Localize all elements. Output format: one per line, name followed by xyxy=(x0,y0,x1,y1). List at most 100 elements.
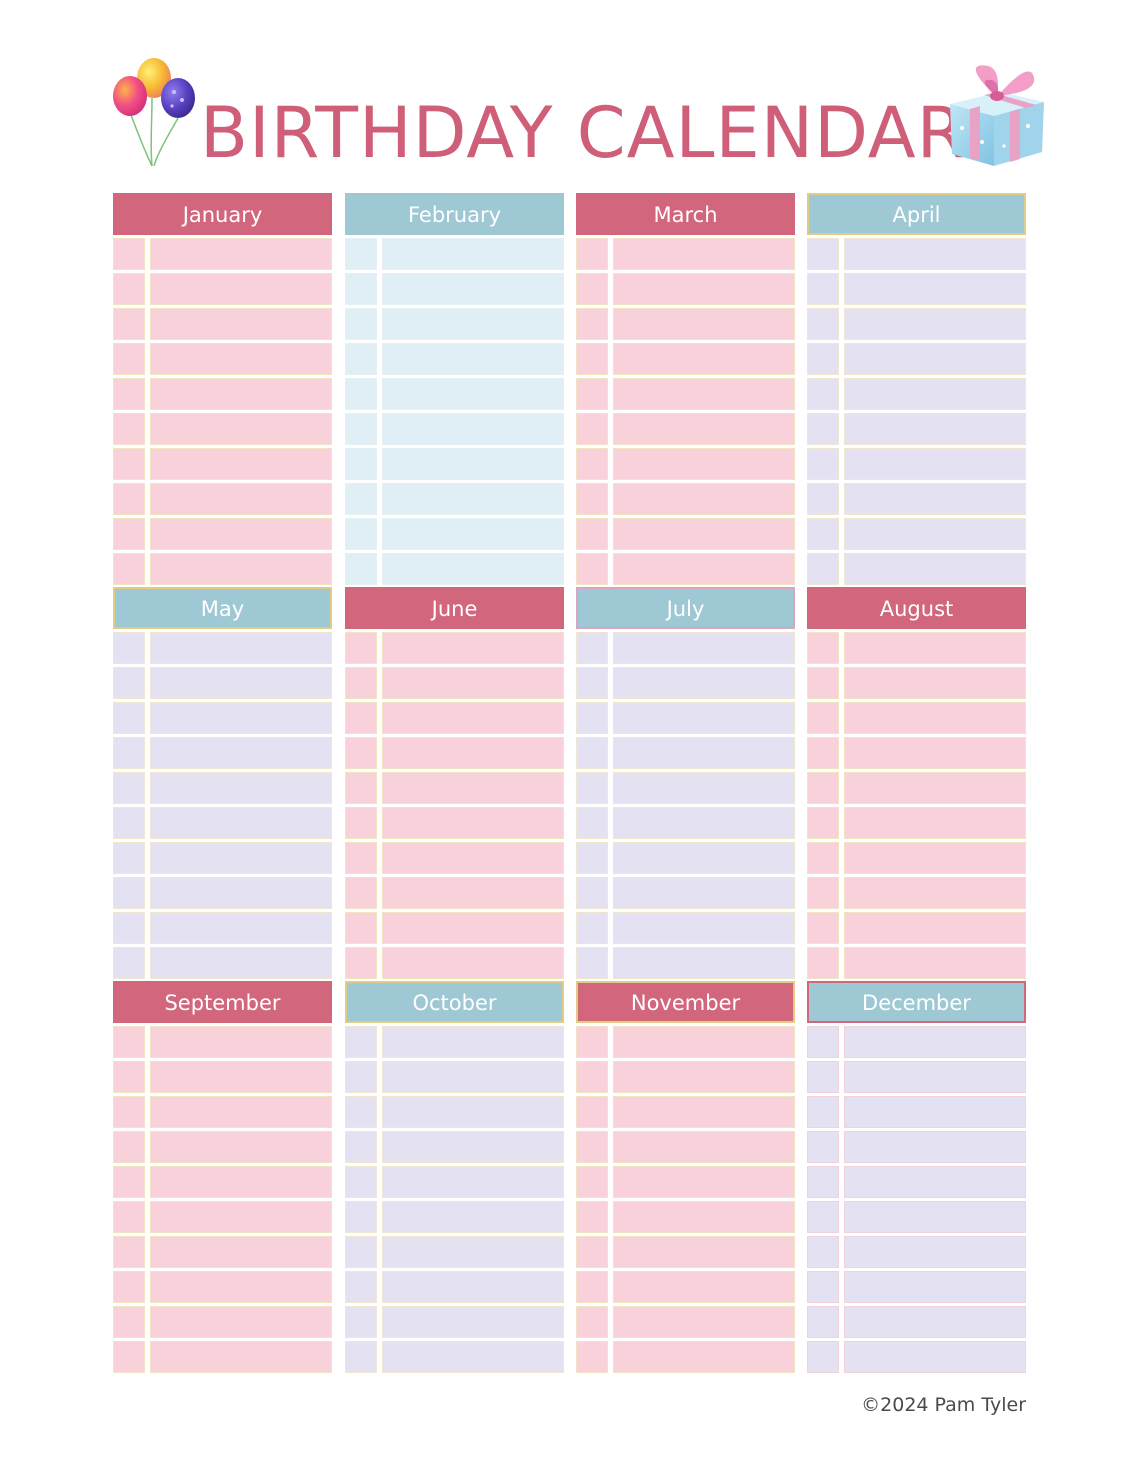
day-cell[interactable] xyxy=(576,667,608,699)
day-cell[interactable] xyxy=(807,947,839,979)
day-cell[interactable] xyxy=(807,912,839,944)
day-cell[interactable] xyxy=(807,553,839,585)
name-cell[interactable] xyxy=(844,912,1026,944)
day-cell[interactable] xyxy=(576,1271,608,1303)
day-cell[interactable] xyxy=(576,308,608,340)
name-cell[interactable] xyxy=(613,772,795,804)
day-cell[interactable] xyxy=(807,1201,839,1233)
day-cell[interactable] xyxy=(345,518,377,550)
name-cell[interactable] xyxy=(844,308,1026,340)
name-cell[interactable] xyxy=(382,667,564,699)
name-cell[interactable] xyxy=(382,842,564,874)
day-cell[interactable] xyxy=(345,1131,377,1163)
day-cell[interactable] xyxy=(113,702,145,734)
name-cell[interactable] xyxy=(150,483,332,515)
day-cell[interactable] xyxy=(576,807,608,839)
day-cell[interactable] xyxy=(807,667,839,699)
day-cell[interactable] xyxy=(807,1166,839,1198)
name-cell[interactable] xyxy=(382,632,564,664)
name-cell[interactable] xyxy=(382,378,564,410)
day-cell[interactable] xyxy=(345,772,377,804)
day-cell[interactable] xyxy=(345,912,377,944)
day-cell[interactable] xyxy=(113,343,145,375)
day-cell[interactable] xyxy=(807,1131,839,1163)
day-cell[interactable] xyxy=(345,483,377,515)
day-cell[interactable] xyxy=(113,947,145,979)
day-cell[interactable] xyxy=(345,1341,377,1373)
day-cell[interactable] xyxy=(113,1096,145,1128)
name-cell[interactable] xyxy=(150,1026,332,1058)
name-cell[interactable] xyxy=(382,1271,564,1303)
day-cell[interactable] xyxy=(576,378,608,410)
name-cell[interactable] xyxy=(613,1201,795,1233)
day-cell[interactable] xyxy=(576,912,608,944)
name-cell[interactable] xyxy=(613,238,795,270)
day-cell[interactable] xyxy=(807,1271,839,1303)
name-cell[interactable] xyxy=(613,1341,795,1373)
day-cell[interactable] xyxy=(345,308,377,340)
name-cell[interactable] xyxy=(613,1306,795,1338)
day-cell[interactable] xyxy=(807,448,839,480)
day-cell[interactable] xyxy=(345,273,377,305)
name-cell[interactable] xyxy=(150,1166,332,1198)
day-cell[interactable] xyxy=(576,553,608,585)
name-cell[interactable] xyxy=(613,448,795,480)
day-cell[interactable] xyxy=(345,807,377,839)
name-cell[interactable] xyxy=(382,947,564,979)
day-cell[interactable] xyxy=(807,842,839,874)
day-cell[interactable] xyxy=(576,1306,608,1338)
day-cell[interactable] xyxy=(576,702,608,734)
day-cell[interactable] xyxy=(807,518,839,550)
day-cell[interactable] xyxy=(807,378,839,410)
name-cell[interactable] xyxy=(613,667,795,699)
day-cell[interactable] xyxy=(113,1061,145,1093)
name-cell[interactable] xyxy=(150,308,332,340)
day-cell[interactable] xyxy=(345,413,377,445)
name-cell[interactable] xyxy=(382,1341,564,1373)
name-cell[interactable] xyxy=(150,273,332,305)
name-cell[interactable] xyxy=(844,273,1026,305)
name-cell[interactable] xyxy=(150,343,332,375)
day-cell[interactable] xyxy=(113,807,145,839)
name-cell[interactable] xyxy=(844,1306,1026,1338)
name-cell[interactable] xyxy=(150,702,332,734)
name-cell[interactable] xyxy=(844,483,1026,515)
name-cell[interactable] xyxy=(844,378,1026,410)
day-cell[interactable] xyxy=(113,1131,145,1163)
name-cell[interactable] xyxy=(382,273,564,305)
name-cell[interactable] xyxy=(613,1026,795,1058)
name-cell[interactable] xyxy=(613,1131,795,1163)
name-cell[interactable] xyxy=(844,807,1026,839)
name-cell[interactable] xyxy=(844,947,1026,979)
name-cell[interactable] xyxy=(844,413,1026,445)
name-cell[interactable] xyxy=(150,378,332,410)
day-cell[interactable] xyxy=(345,343,377,375)
day-cell[interactable] xyxy=(576,842,608,874)
name-cell[interactable] xyxy=(382,448,564,480)
day-cell[interactable] xyxy=(807,807,839,839)
day-cell[interactable] xyxy=(113,737,145,769)
day-cell[interactable] xyxy=(345,737,377,769)
name-cell[interactable] xyxy=(150,842,332,874)
day-cell[interactable] xyxy=(576,1131,608,1163)
day-cell[interactable] xyxy=(113,667,145,699)
name-cell[interactable] xyxy=(844,448,1026,480)
name-cell[interactable] xyxy=(613,1236,795,1268)
day-cell[interactable] xyxy=(113,1236,145,1268)
day-cell[interactable] xyxy=(576,1026,608,1058)
day-cell[interactable] xyxy=(345,632,377,664)
name-cell[interactable] xyxy=(613,1166,795,1198)
day-cell[interactable] xyxy=(113,1201,145,1233)
day-cell[interactable] xyxy=(113,518,145,550)
day-cell[interactable] xyxy=(576,1236,608,1268)
day-cell[interactable] xyxy=(345,1271,377,1303)
day-cell[interactable] xyxy=(807,632,839,664)
day-cell[interactable] xyxy=(345,1061,377,1093)
day-cell[interactable] xyxy=(113,632,145,664)
day-cell[interactable] xyxy=(113,1166,145,1198)
day-cell[interactable] xyxy=(576,632,608,664)
name-cell[interactable] xyxy=(150,448,332,480)
day-cell[interactable] xyxy=(576,238,608,270)
name-cell[interactable] xyxy=(844,1341,1026,1373)
day-cell[interactable] xyxy=(345,1236,377,1268)
